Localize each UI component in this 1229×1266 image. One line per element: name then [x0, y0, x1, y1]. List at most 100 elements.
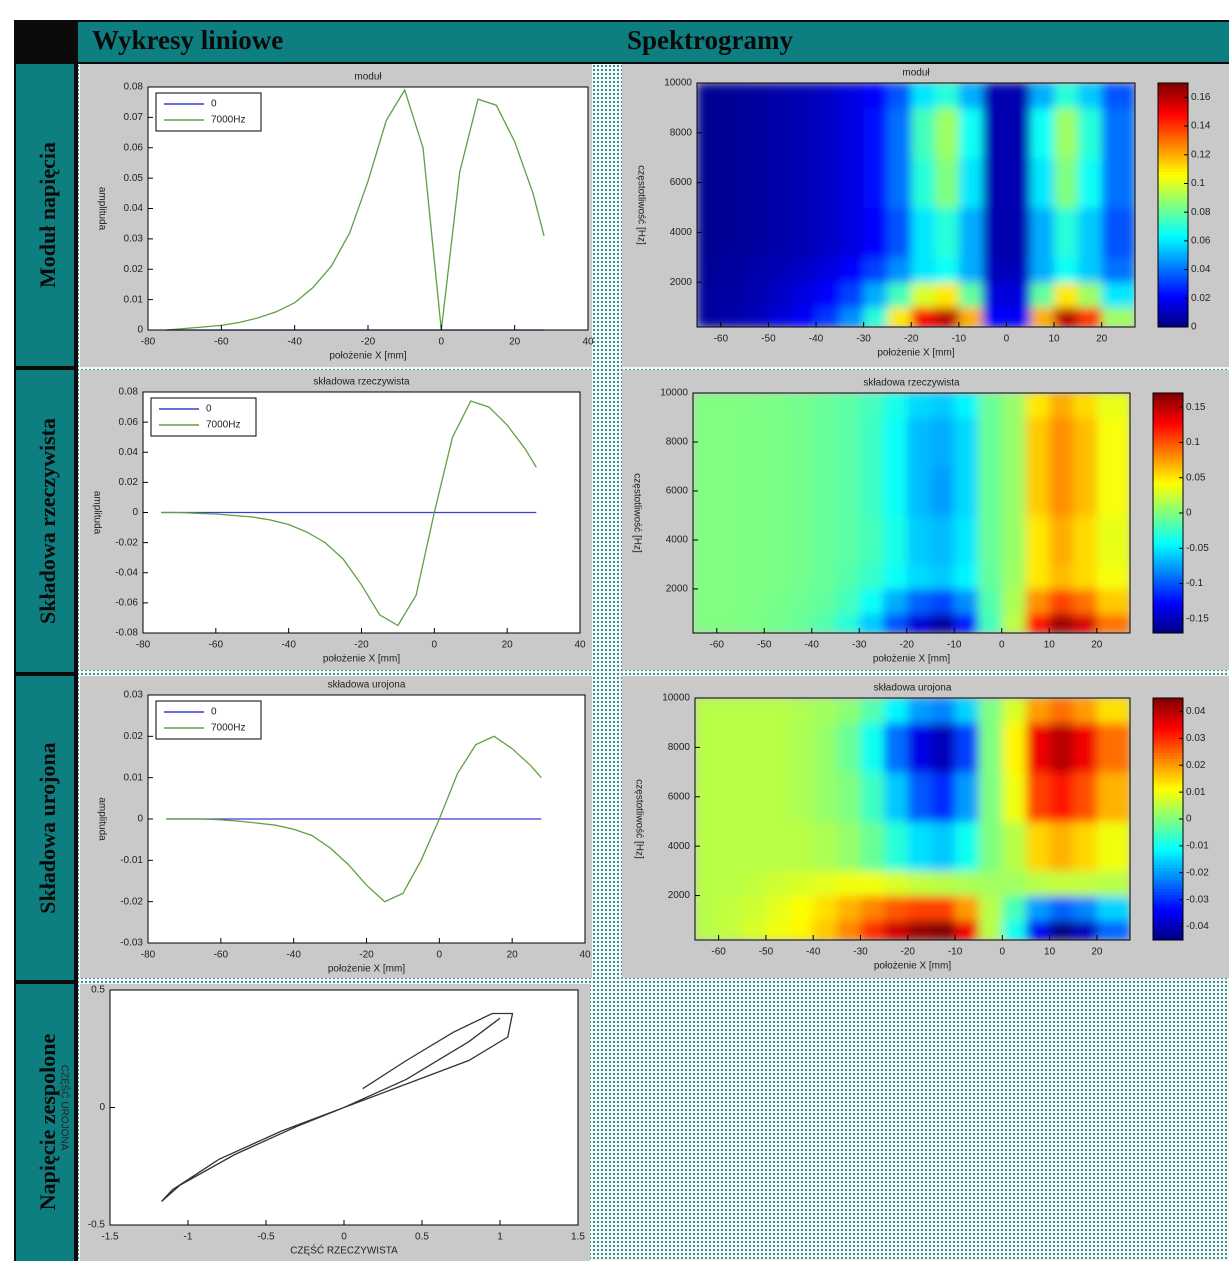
- heatmap-cell: [1002, 870, 1027, 897]
- colorbar-step: [1158, 156, 1188, 160]
- colorbar-step: [1153, 426, 1183, 430]
- colorbar-step: [1153, 903, 1183, 908]
- legend-label: 0: [206, 404, 212, 415]
- heatmap-cell: [789, 698, 814, 724]
- colorbar-step: [1158, 223, 1188, 227]
- heatmap-cell: [1101, 157, 1135, 208]
- row-label: Moduł napięcia: [35, 142, 60, 288]
- legend-label: 7000Hz: [211, 115, 245, 126]
- heatmap-cell: [716, 466, 741, 516]
- x-tick-label: -20: [361, 337, 376, 348]
- heatmap-cell: [1073, 564, 1098, 590]
- colorbar-step: [1158, 256, 1188, 261]
- heatmap-cell: [1030, 282, 1055, 308]
- heatmap-cell: [1054, 157, 1079, 208]
- heatmap-cell: [958, 157, 984, 208]
- colorbar-step: [1153, 803, 1183, 808]
- heatmap-cell: [884, 821, 909, 872]
- heatmap-cell: [1096, 772, 1130, 822]
- colorbar-tick-label: -0.1: [1186, 578, 1204, 589]
- colorbar-step: [1153, 525, 1183, 529]
- row-header: [16, 64, 74, 366]
- colorbar-step: [1153, 722, 1183, 726]
- heatmap-cell: [1049, 466, 1074, 516]
- colorbar-step: [1153, 474, 1183, 478]
- colorbar-step: [1158, 323, 1188, 328]
- colorbar-tick-label: 0: [1186, 508, 1192, 519]
- heatmap-cell: [978, 613, 1003, 633]
- colorbar-step: [1153, 752, 1183, 756]
- heatmap-cell: [884, 772, 909, 822]
- colorbar-step: [1153, 834, 1183, 838]
- colorbar-tick-label: 0.03: [1186, 733, 1206, 744]
- colorbar-step: [1153, 819, 1183, 823]
- colorbar-step: [1158, 116, 1188, 121]
- x-tick-label: -80: [136, 640, 151, 651]
- colorbar-step: [1153, 858, 1183, 862]
- colorbar-step: [1153, 852, 1183, 856]
- colorbar-tick-label: 0.05: [1186, 472, 1206, 483]
- heatmap-cell: [1096, 613, 1130, 633]
- colorbar-tick-label: 0.12: [1191, 149, 1211, 160]
- heatmap-cell: [1101, 282, 1135, 308]
- colorbar-step: [1158, 250, 1188, 255]
- heatmap-cell: [839, 107, 865, 159]
- x-axis-label: położenie X [mm]: [874, 961, 951, 972]
- colorbar-step: [1158, 247, 1188, 252]
- colorbar-step: [1158, 140, 1188, 145]
- heatmap-cell: [720, 257, 746, 283]
- colorbar-step: [1153, 621, 1183, 625]
- heatmap-cell: [930, 613, 955, 633]
- colorbar-step: [1158, 171, 1188, 175]
- colorbar-tick-label: 0.04: [1191, 264, 1211, 275]
- colorbar-step: [1153, 531, 1183, 535]
- heatmap-cell: [954, 564, 979, 590]
- heatmap-cell: [1096, 515, 1130, 565]
- heatmap-cell: [906, 613, 931, 633]
- heatmap-cell: [740, 564, 765, 590]
- colorbar-step: [1153, 573, 1183, 577]
- heatmap-cell: [789, 920, 814, 940]
- colorbar-step: [1158, 278, 1188, 282]
- heatmap-cell: [978, 870, 1003, 897]
- heatmap-cell: [1025, 821, 1051, 872]
- colorbar-step: [1158, 159, 1188, 163]
- heatmap-cell: [958, 83, 984, 109]
- y-tick-label: 4000: [668, 841, 691, 852]
- colorbar-step: [1153, 770, 1183, 775]
- colorbar-step: [1153, 900, 1183, 905]
- colorbar-step: [1153, 399, 1183, 403]
- heatmap-cell: [788, 466, 813, 516]
- heatmap-cell: [693, 613, 718, 633]
- heatmap-cell: [863, 207, 888, 258]
- colorbar-step: [1153, 876, 1183, 880]
- colorbar-step: [1153, 528, 1183, 532]
- heatmap-cell: [1096, 564, 1130, 590]
- heatmap-cell: [1077, 282, 1103, 308]
- heatmap-cell: [839, 207, 865, 258]
- heatmap-cell: [978, 920, 1003, 940]
- heatmap-cell: [835, 588, 860, 614]
- heatmap-cell: [982, 257, 1007, 283]
- colorbar-step: [1153, 423, 1183, 427]
- heatmap-cell: [1001, 613, 1026, 633]
- colorbar-step: [1153, 749, 1183, 753]
- heatmap-cell: [1077, 307, 1103, 327]
- heatmap-cell: [1002, 821, 1027, 872]
- header-row: [78, 22, 1229, 62]
- colorbar-step: [1153, 624, 1183, 628]
- heatmap-cell: [742, 920, 767, 940]
- y-tick-label: 0.08: [119, 387, 139, 398]
- y-tick-label: -0.04: [115, 567, 138, 578]
- legend-box: [150, 397, 257, 437]
- heatmap-cell: [816, 207, 841, 258]
- heatmap-cell: [978, 515, 1003, 565]
- heatmap-cell: [907, 772, 932, 822]
- colorbar-step: [1153, 627, 1183, 631]
- heatmap-cell: [792, 307, 817, 327]
- x-tick-label: 40: [582, 337, 594, 348]
- heatmap-cell: [768, 83, 793, 109]
- y-tick-label: 0.03: [124, 690, 144, 701]
- colorbar-tick-label: -0.05: [1186, 543, 1209, 554]
- heatmap-cell: [765, 895, 791, 921]
